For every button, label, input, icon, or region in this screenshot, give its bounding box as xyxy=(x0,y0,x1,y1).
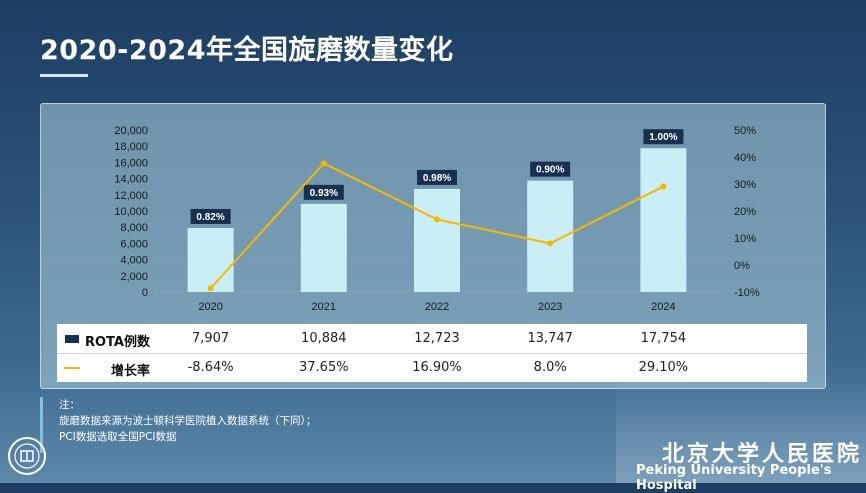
x-tick-label: 2023 xyxy=(538,301,562,313)
y-left-tick-label: 16,000 xyxy=(114,157,148,169)
footnote-heading: 注： xyxy=(59,399,80,411)
bar-data-label-box xyxy=(530,161,571,177)
legend-line-swatch xyxy=(64,367,80,369)
y-left-tick-label: 8,000 xyxy=(120,222,148,234)
hospital-building-backdrop xyxy=(616,373,866,483)
y-left-tick-label: 12,000 xyxy=(114,190,148,202)
series-name-growth: 增长率 xyxy=(111,364,151,379)
y-left-tick-label: 14,000 xyxy=(114,174,148,186)
x-axis: 2020 2021 2022 2023 2024 xyxy=(198,301,675,313)
table-cell: 37.65% xyxy=(299,360,349,375)
bar xyxy=(640,148,687,292)
bar xyxy=(187,227,234,292)
combo-chart: 0 2,000 4,000 6,000 8,000 10,000 12,000 14,000 1… xyxy=(114,125,760,313)
table-cell: -8.64% xyxy=(187,360,234,375)
y-left-tick-label: 2,000 xyxy=(120,271,148,283)
bar-data-label: 0.90% xyxy=(536,165,564,176)
table-cell: 7,907 xyxy=(191,331,230,346)
bar-data-label: 0.82% xyxy=(196,212,224,223)
footnote-line: PCI数据选取全国PCI数据 xyxy=(59,431,177,443)
x-tick-label: 2020 xyxy=(198,301,222,313)
table-cell: 8.0% xyxy=(533,360,567,375)
y-left-tick-label: 10,000 xyxy=(114,206,148,218)
footnote: 注： 旋磨数据来源为波士顿科学医院植入数据系统（下同）； PCI数据选取全国PC… xyxy=(40,397,403,453)
growth-point xyxy=(320,160,327,167)
growth-point xyxy=(660,183,667,190)
bar-data-label-box xyxy=(643,129,684,145)
line-series xyxy=(207,160,667,292)
x-tick-label: 2024 xyxy=(651,301,675,313)
bar xyxy=(414,188,460,292)
bar-data-label: 1.00% xyxy=(649,132,677,143)
y-right-tick-label: 0% xyxy=(734,260,750,272)
chart-panel: 0 2,000 4,000 6,000 8,000 10,000 12,000 14,000 1… xyxy=(40,103,826,389)
table-cell: 10,884 xyxy=(301,331,347,346)
y-left-tick-label: 4,000 xyxy=(120,255,148,267)
table-cell: 13,747 xyxy=(527,331,573,346)
table-cell: 16.90% xyxy=(412,360,462,375)
title-underline xyxy=(40,74,88,77)
y-right-tick-label: -10% xyxy=(734,287,760,299)
y-left-tick-label: 0 xyxy=(142,287,148,299)
growth-point xyxy=(547,240,554,247)
bar-data-label-box xyxy=(303,184,344,200)
table-row-growth: 增长率 -8.64% 37.65% 16.90% 8.0% 29.10% xyxy=(57,353,807,382)
bar-data-label-box xyxy=(190,208,231,224)
table-cell: 29.10% xyxy=(638,360,689,375)
hospital-name-cn: 北京大学人民医院 xyxy=(662,441,863,467)
bar-data-label: 0.98% xyxy=(423,173,451,184)
y-right-tick-label: 40% xyxy=(734,152,756,164)
growth-point xyxy=(207,285,214,292)
y-right-tick-label: 50% xyxy=(734,125,756,137)
y-right-tick-label: 20% xyxy=(734,206,756,218)
table-row-rota: ROTA例数 7,907 10,884 12,723 13,747 17,754 xyxy=(57,324,807,354)
data-table: ROTA例数 7,907 10,884 12,723 13,747 17,754… xyxy=(57,324,807,382)
x-tick-label: 2021 xyxy=(312,301,336,313)
y-left-axis: 0 2,000 4,000 6,000 8,000 10,000 12,000 14,000 1… xyxy=(114,125,148,299)
hospital-name-en: Peking University People's Hospital xyxy=(636,463,832,493)
series-name-rota: ROTA例数 xyxy=(85,335,150,350)
table-cell: 12,723 xyxy=(414,331,460,346)
growth-point xyxy=(434,216,440,223)
bar xyxy=(300,203,347,292)
y-left-tick-label: 18,000 xyxy=(114,141,148,153)
y-right-tick-label: 30% xyxy=(734,179,756,191)
y-right-axis: -10% 0% 10% 20% 30% 40% 50% xyxy=(734,125,760,299)
y-left-tick-label: 6,000 xyxy=(120,238,148,250)
bar-data-label-box xyxy=(417,169,457,185)
bar-label-group: 0.82% 0.93% 0.98% 0.90% 1.00% xyxy=(190,129,684,224)
footnote-line: 旋磨数据来源为波士顿科学医院植入数据系统（下同）； xyxy=(59,415,317,427)
peking-university-seal-icon xyxy=(8,437,46,475)
table-cell: 17,754 xyxy=(640,331,687,346)
y-right-tick-label: 10% xyxy=(734,233,756,245)
x-tick-label: 2022 xyxy=(425,301,449,313)
page-title: 2020-2024年全国旋磨数量变化 xyxy=(40,35,454,66)
bar-data-label: 0.93% xyxy=(310,188,338,199)
legend-bar-swatch xyxy=(65,335,79,343)
y-left-tick-label: 20,000 xyxy=(114,125,148,137)
